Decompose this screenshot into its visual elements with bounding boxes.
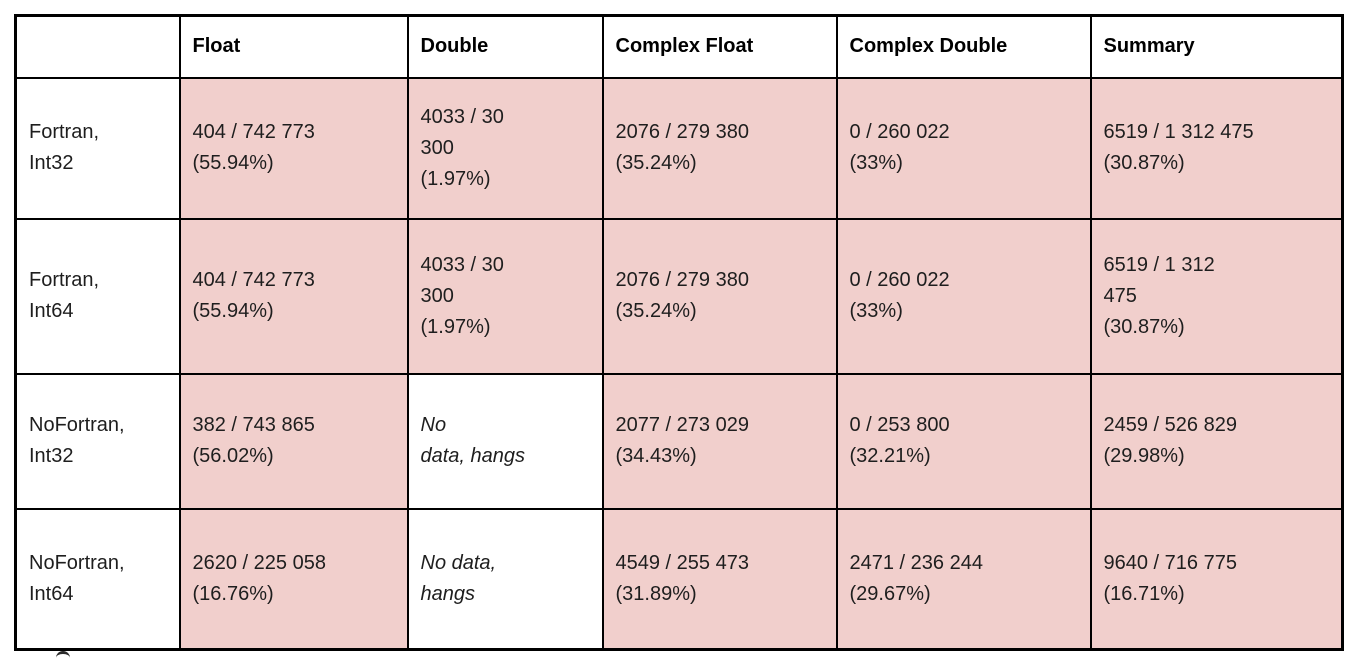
table-row-nofortran-int32: NoFortran, Int32 382 / 743 865 (56.02%) … [14,372,1344,510]
row-header: NoFortran, Int32 [14,372,181,510]
table-cell: 2459 / 526 829 (29.98%) [1089,372,1344,510]
row-header: Fortran, Int64 [14,217,181,375]
table-cell: 4033 / 30 300 (1.97%) [406,76,604,220]
table-cell: 2620 / 225 058 (16.76%) [178,507,409,651]
table-cell: 2076 / 279 380 (35.24%) [601,217,838,375]
column-header-complex-double: Complex Double [835,14,1092,79]
corner-cell [14,14,181,79]
table-cell: 2076 / 279 380 (35.24%) [601,76,838,220]
column-header-summary: Summary [1089,14,1344,79]
table-cell: 6519 / 1 312 475 (30.87%) [1089,76,1344,220]
table-cell: 0 / 260 022 (33%) [835,217,1092,375]
table-cell: 9640 / 716 775 (16.71%) [1089,507,1344,651]
table-row-fortran-int32: Fortran, Int32 404 / 742 773 (55.94%) 40… [14,76,1344,220]
table-row-fortran-int64: Fortran, Int64 404 / 742 773 (55.94%) 40… [14,217,1344,375]
partial-text-artifact [56,651,70,658]
table-cell-no-data: No data, hangs [406,372,604,510]
table-cell: 2471 / 236 244 (29.67%) [835,507,1092,651]
table-cell: 4549 / 255 473 (31.89%) [601,507,838,651]
benchmark-results-table: Float Double Complex Float Complex Doubl… [14,14,1344,651]
table-cell: 404 / 742 773 (55.94%) [178,217,409,375]
column-header-double: Double [406,14,604,79]
column-header-float: Float [178,14,409,79]
table-cell: 4033 / 30 300 (1.97%) [406,217,604,375]
table-cell-no-data: No data, hangs [406,507,604,651]
column-header-complex-float: Complex Float [601,14,838,79]
table-cell: 2077 / 273 029 (34.43%) [601,372,838,510]
header-row: Float Double Complex Float Complex Doubl… [14,14,1344,79]
row-header: NoFortran, Int64 [14,507,181,651]
table-cell: 0 / 253 800 (32.21%) [835,372,1092,510]
table-cell: 382 / 743 865 (56.02%) [178,372,409,510]
table-cell: 0 / 260 022 (33%) [835,76,1092,220]
table-row-nofortran-int64: NoFortran, Int64 2620 / 225 058 (16.76%)… [14,507,1344,651]
table-cell: 404 / 742 773 (55.94%) [178,76,409,220]
table-cell: 6519 / 1 312 475 (30.87%) [1089,217,1344,375]
row-header: Fortran, Int32 [14,76,181,220]
